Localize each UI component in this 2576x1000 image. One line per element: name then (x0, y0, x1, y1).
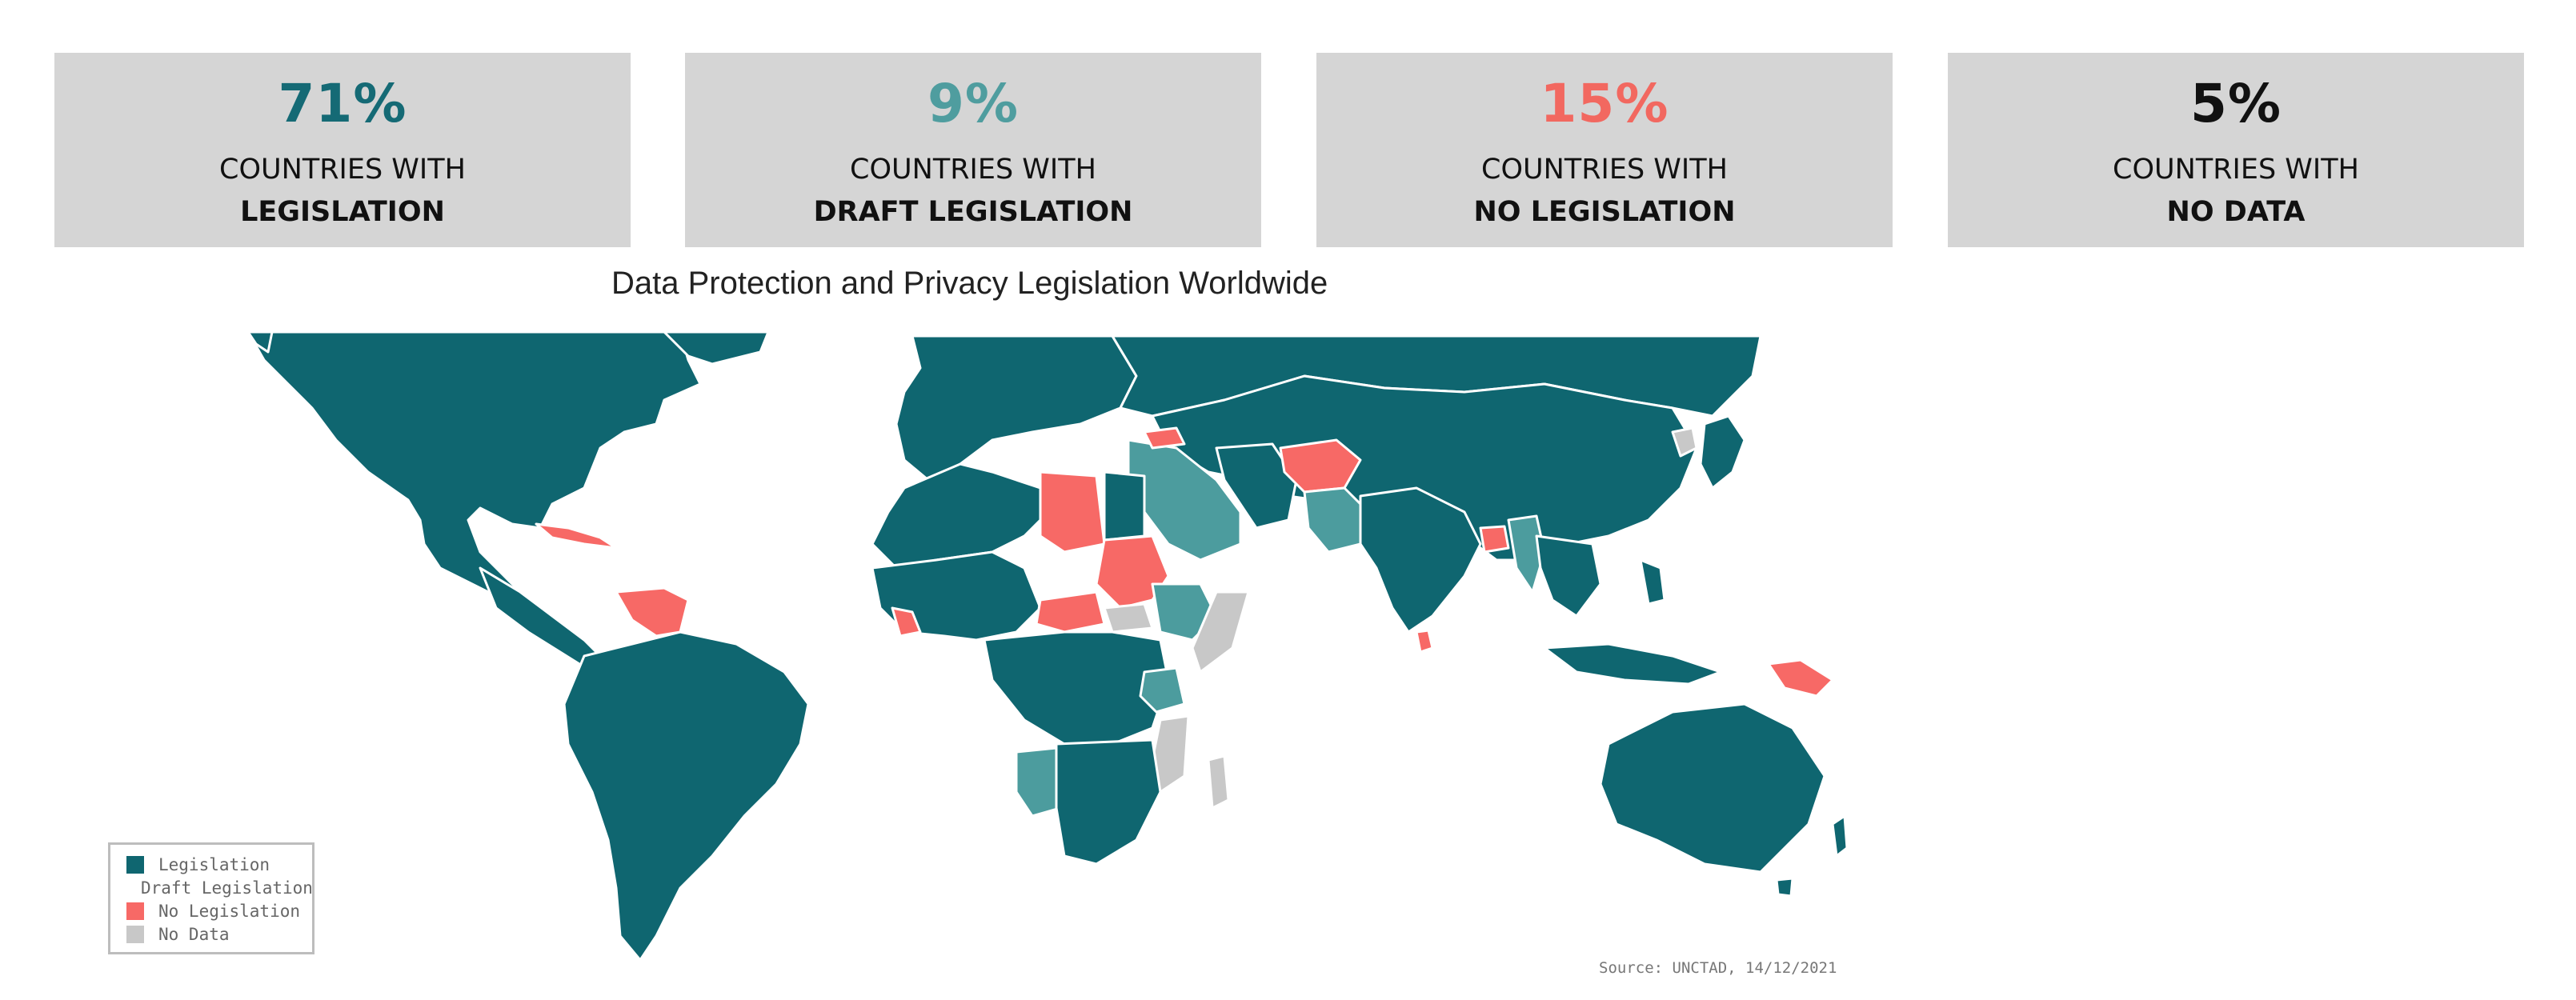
world-map[interactable] (104, 328, 1849, 968)
stat-value: 9% (927, 73, 1020, 134)
region-southeast-asia (1535, 534, 1602, 618)
region-philippines (1639, 558, 1666, 606)
region-egypt (1103, 470, 1146, 542)
region-sudan (1095, 534, 1170, 610)
legend-label: Legislation (158, 854, 270, 874)
legend-item-no-data: No Data (126, 922, 312, 946)
region-japan (1699, 414, 1746, 490)
region-venezuela (615, 586, 690, 638)
region-southern-africa (1055, 738, 1162, 866)
stat-category: NO DATA (2166, 196, 2306, 228)
legend-label: No Legislation (158, 901, 301, 921)
stat-card-legislation: 71% COUNTRIES WITH LEGISLATION (54, 53, 631, 247)
region-south-sudan (1103, 602, 1154, 634)
region-south-america (563, 630, 810, 962)
stat-label: COUNTRIES WITH (850, 154, 1096, 186)
map-title: Data Protection and Privacy Legislation … (611, 266, 1328, 301)
region-north-america (246, 330, 702, 602)
region-cuba (535, 522, 618, 550)
legend-item-legislation: Legislation (126, 853, 312, 876)
stat-label: COUNTRIES WITH (1481, 154, 1728, 186)
region-libya (1039, 470, 1106, 554)
stat-card-draft-legislation: 9% COUNTRIES WITH DRAFT LEGISLATION (685, 53, 1261, 247)
legend-swatch (126, 855, 144, 874)
region-myanmar (1507, 514, 1546, 594)
legend-swatch (126, 902, 144, 920)
region-papua-new-guinea (1767, 658, 1834, 698)
region-liberia (891, 606, 922, 638)
region-syria (1143, 426, 1186, 450)
region-central-african-republic (1035, 590, 1106, 634)
region-alaska (246, 330, 274, 354)
stat-category: DRAFT LEGISLATION (813, 196, 1133, 228)
map-legend: Legislation Draft Legislation No Legisla… (108, 842, 314, 954)
region-somalia (1191, 590, 1250, 674)
region-iran (1215, 442, 1298, 530)
world-map-svg (246, 330, 1849, 962)
region-central-africa (983, 630, 1170, 746)
stat-category: LEGISLATION (240, 196, 445, 228)
region-korea (1671, 426, 1698, 458)
region-indonesia (1543, 642, 1722, 686)
stat-value: 71% (278, 73, 407, 134)
source-note: Source: UNCTAD, 14/12/2021 (1599, 959, 1837, 977)
region-bangladesh (1479, 525, 1510, 554)
stat-value: 15% (1540, 73, 1669, 134)
legend-item-no-legislation: No Legislation (126, 899, 312, 922)
legend-label: No Data (158, 924, 230, 944)
legend-item-draft-legislation: Draft Legislation (126, 876, 313, 899)
legend-swatch (126, 925, 144, 943)
region-new-zealand (1831, 814, 1849, 858)
stat-card-no-data: 5% COUNTRIES WITH NO DATA (1948, 53, 2524, 247)
region-australia (1599, 702, 1826, 874)
stat-label: COUNTRIES WITH (2113, 154, 2359, 186)
region-madagascar (1207, 754, 1230, 810)
stat-card-no-legislation: 15% COUNTRIES WITH NO LEGISLATION (1316, 53, 1893, 247)
region-namibia (1015, 746, 1062, 818)
region-europe (895, 334, 1138, 482)
stat-category: NO LEGISLATION (1473, 196, 1736, 228)
region-india (1359, 486, 1482, 634)
region-sri-lanka (1415, 629, 1434, 654)
region-greenland (663, 330, 770, 366)
stat-value: 5% (2189, 73, 2282, 134)
legend-label: Draft Legislation (141, 878, 313, 898)
region-north-africa (871, 462, 1042, 570)
region-tasmania (1775, 877, 1794, 898)
region-tanzania (1139, 666, 1186, 714)
stat-label: COUNTRIES WITH (219, 154, 466, 186)
